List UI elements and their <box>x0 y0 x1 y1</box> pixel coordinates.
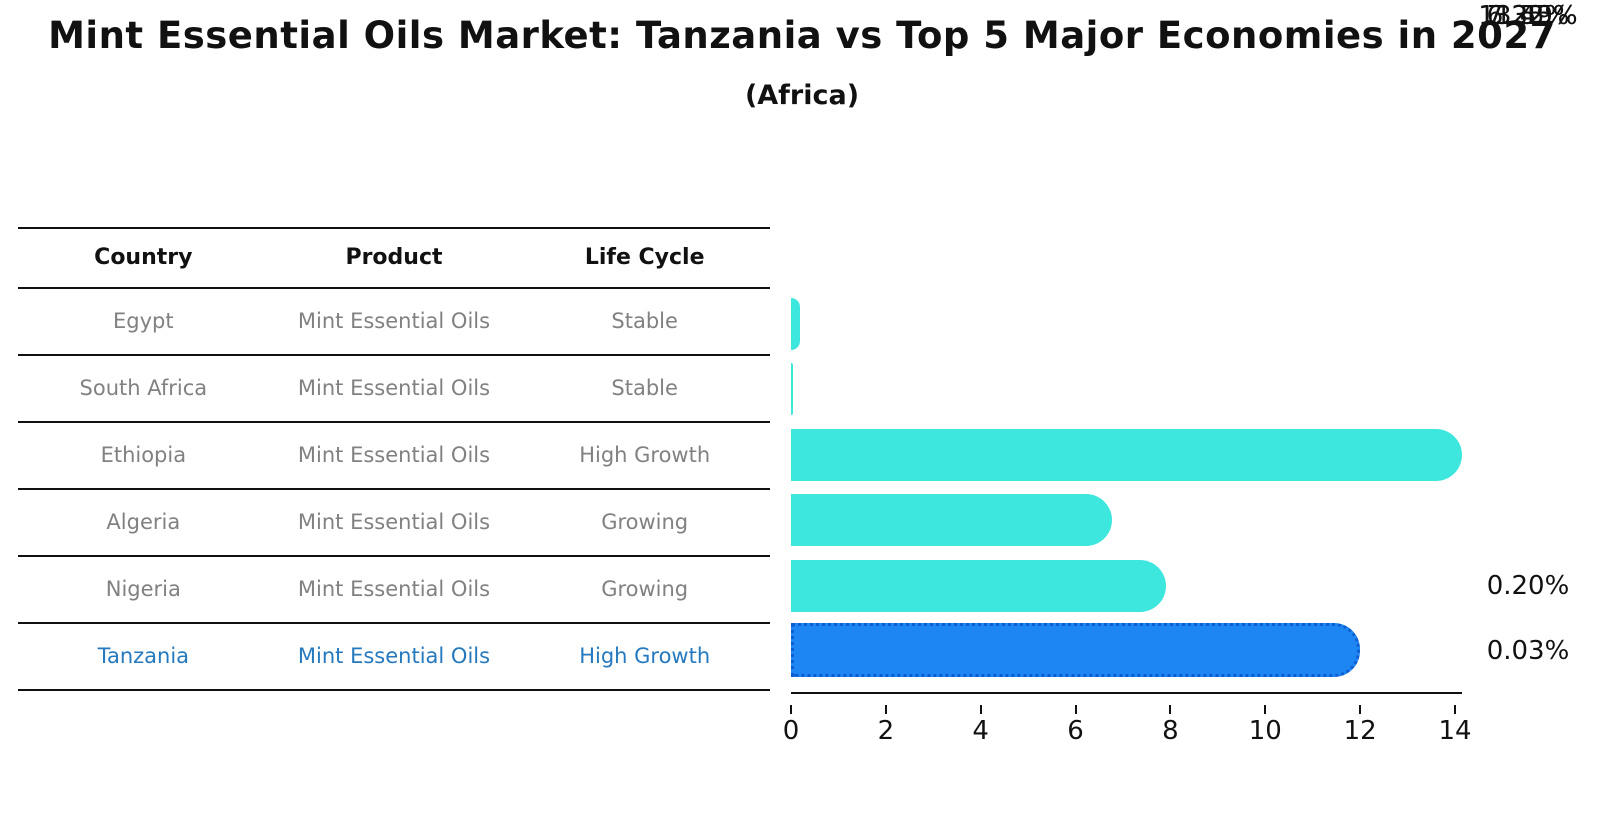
tick-label: 12 <box>1343 716 1377 746</box>
cell-product: Mint Essential Oils <box>297 643 491 668</box>
country-table: Country Product Life Cycle Egypt Mint Es… <box>18 227 770 691</box>
table-header-row: Country Product Life Cycle <box>18 227 770 289</box>
header-country: Country <box>94 244 193 270</box>
table-row-ethiopia: Ethiopia Mint Essential Oils High Growth <box>18 423 770 490</box>
tick-mark <box>1169 705 1172 714</box>
value-label-ethiopia: 13.59% <box>1478 1 1578 31</box>
tick-mark <box>1454 705 1456 714</box>
value-label-nigeria: 7.35% <box>1486 1 1570 31</box>
bar-south-africa <box>791 363 793 415</box>
cell-country: Algeria <box>106 509 181 534</box>
tick-mark <box>1264 705 1267 714</box>
cell-product: Mint Essential Oils <box>297 442 491 467</box>
cell-product: Mint Essential Oils <box>297 509 491 534</box>
tick-label: 8 <box>1162 716 1179 746</box>
bar-ethiopia <box>791 429 1462 481</box>
cell-country: Tanzania <box>97 643 190 668</box>
tick-mark <box>1074 705 1077 714</box>
bar-chart-plot-area: 0 2 4 6 8 10 12 14 <box>783 289 1472 746</box>
chart-subtitle: (Africa) <box>744 80 860 111</box>
cell-country: South Africa <box>79 375 208 400</box>
value-label-south-africa: 0.03% <box>1486 636 1570 666</box>
cell-product: Mint Essential Oils <box>297 308 491 333</box>
bar-algeria <box>791 494 1112 546</box>
tick-label: 2 <box>877 716 895 746</box>
table-row-tanzania: Tanzania Mint Essential Oils High Growth <box>18 624 770 691</box>
cell-life-cycle: High Growth <box>579 442 711 467</box>
cell-life-cycle: Stable <box>611 375 678 400</box>
cell-product: Mint Essential Oils <box>297 576 491 601</box>
table-row-south-africa: South Africa Mint Essential Oils Stable <box>18 356 770 423</box>
tick-label: 14 <box>1438 716 1472 746</box>
bar-tanzania-highlighted <box>791 623 1361 677</box>
tick-mark <box>884 705 887 714</box>
header-life-cycle: Life Cycle <box>584 244 705 270</box>
cell-life-cycle: Growing <box>601 509 689 534</box>
tick-label: 4 <box>972 716 989 746</box>
x-axis-line <box>791 692 1462 694</box>
tick-mark <box>979 705 982 714</box>
cell-country: Nigeria <box>105 576 181 601</box>
table-row-nigeria: Nigeria Mint Essential Oils Growing <box>18 557 770 624</box>
tick-label: 6 <box>1067 716 1084 746</box>
table-row-algeria: Algeria Mint Essential Oils Growing <box>18 490 770 557</box>
tick-label: 0 <box>782 716 800 746</box>
bar-nigeria <box>791 560 1166 612</box>
table-row-egypt: Egypt Mint Essential Oils Stable <box>18 289 770 356</box>
tick-mark <box>1359 705 1362 714</box>
chart-title: Mint Essential Oils Market: Tanzania vs … <box>48 14 1556 57</box>
value-label-algeria: 6.22% <box>1486 1 1570 31</box>
cell-life-cycle: High Growth <box>579 643 711 668</box>
header-product: Product <box>345 244 443 270</box>
cell-life-cycle: Stable <box>611 308 678 333</box>
tick-label: 10 <box>1248 716 1282 746</box>
cell-product: Mint Essential Oils <box>297 375 491 400</box>
cell-country: Ethiopia <box>100 442 187 467</box>
bar-egypt <box>791 298 801 350</box>
cell-life-cycle: Growing <box>601 576 689 601</box>
tick-mark <box>790 705 792 714</box>
cell-country: Egypt <box>113 308 174 333</box>
value-label-tanzania: 11.45% <box>1478 1 1578 31</box>
value-label-egypt: 0.20% <box>1486 571 1570 601</box>
